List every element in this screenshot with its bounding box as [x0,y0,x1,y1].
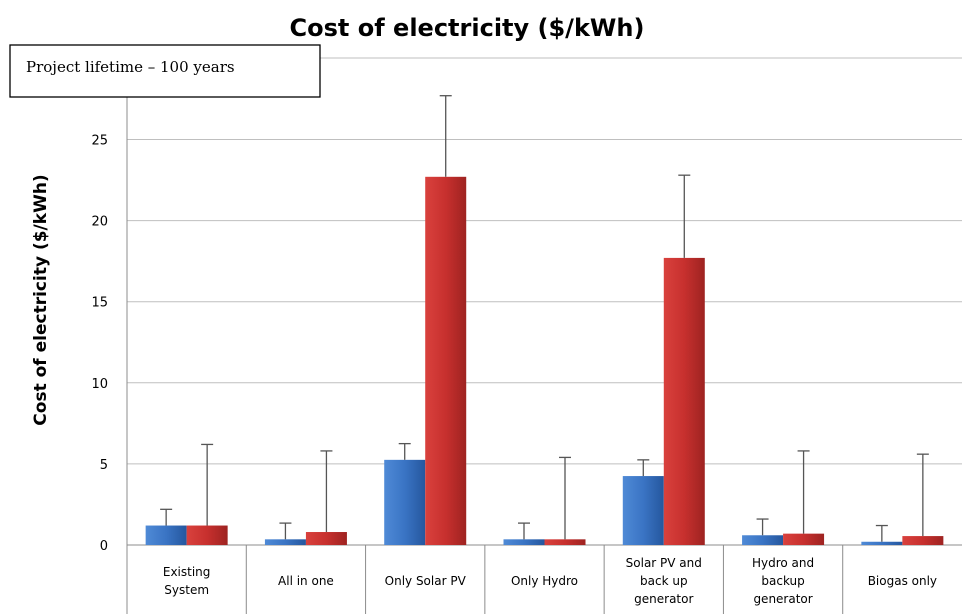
bar [742,535,784,545]
x-tick-label: System [164,583,209,597]
y-tick-label: 10 [91,377,108,392]
axes [126,58,962,614]
bar [425,176,467,545]
annotation-text: Project lifetime – 100 years [26,58,235,76]
x-tick-label: Biogas only [868,574,937,588]
x-tick-label: generator [634,592,693,606]
bar [305,532,347,545]
y-tick-label: 0 [100,539,108,554]
bar [186,525,228,545]
chart-title: Cost of electricity ($/kWh) [290,14,645,42]
y-tick-label: 5 [100,458,108,473]
bars [145,176,944,545]
bar [861,541,903,545]
y-axis-label: Cost of electricity ($/kWh) [31,174,51,425]
x-tick-label: backup [761,574,804,588]
y-tick-labels: 0 5 10 15 20 25 [91,134,108,555]
bar [902,536,944,545]
bar [622,476,664,545]
gridlines [127,57,962,465]
x-tick-label: Hydro and [752,556,814,570]
bar [145,525,187,545]
y-tick-label: 20 [91,215,108,230]
y-tick-label: 15 [91,296,108,311]
error-bars [160,95,929,542]
x-tick-label: back up [640,574,688,588]
x-tick-label: Only Hydro [511,574,578,588]
x-tick-label: generator [753,592,812,606]
x-tick-label: All in one [278,574,334,588]
x-tick-label: Existing [163,565,211,579]
x-tick-label: Solar PV and [626,556,702,570]
bar [384,459,426,545]
annotation-box: Project lifetime – 100 years [9,44,321,98]
y-tick-label: 25 [91,134,108,149]
bar [783,533,825,545]
bar [264,539,306,545]
bar [544,539,586,545]
bar [503,539,545,545]
bar [663,257,705,545]
x-category-labels: Existing System All in one Only Solar PV Onl… [163,556,937,606]
x-tick-label: Only Solar PV [385,574,467,588]
